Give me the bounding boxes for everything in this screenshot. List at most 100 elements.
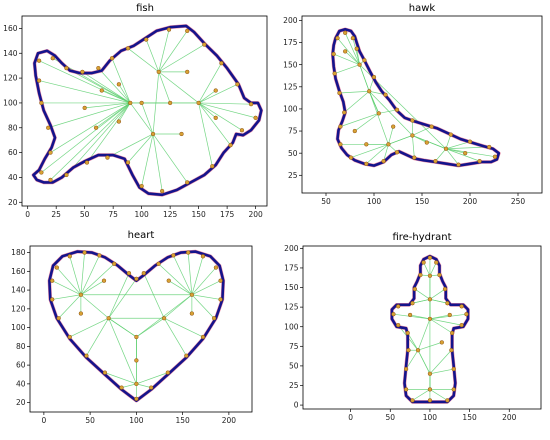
skeleton-node [362,58,367,63]
skeleton-edge [198,102,243,131]
skeleton-edge [333,53,360,65]
skeleton-node [116,119,122,124]
skeleton-edge [198,90,216,104]
y-tick-label: 60 [8,148,18,157]
skeleton-node [139,183,144,189]
skeleton-edge [412,135,415,158]
skeleton-node [371,74,377,80]
skeleton-edge [52,294,81,300]
skeleton-node [459,304,464,309]
skeleton-node [448,132,453,137]
skeleton-edge [198,102,213,167]
skeleton-node [391,312,396,317]
skeleton-node [443,146,449,151]
skeleton-edge [69,317,109,338]
skeleton-node [449,348,454,353]
skeleton-node [343,30,348,35]
skeleton-node [134,358,139,363]
x-tick-label: 50 [321,197,331,206]
skeleton-node [463,151,468,156]
skeleton-node [82,105,87,111]
heart-panel-title: heart [128,230,155,241]
skeleton-edge [152,133,163,192]
x-tick-label: 175 [220,210,235,219]
skeleton-nodes [50,250,223,402]
fish-panel-title: fish [136,3,154,14]
y-tick-label: 175 [284,264,299,273]
skeleton-node [112,261,117,266]
skeleton-node [396,304,401,309]
skeleton-node [394,150,400,155]
skeleton-node [200,254,206,259]
heart-panel: heart 0 50 100 150 200 20 40 60 80 100 120 140 160 18… [11,230,253,425]
skeleton-edge [191,267,217,296]
y-tick-label: 160 [11,267,26,276]
skeleton-node [56,316,61,321]
skeleton-node [439,340,444,345]
skeleton-node [364,142,369,147]
x-tick-label: 0 [25,210,30,219]
skeleton-node [213,88,218,93]
skeleton-edge [191,256,204,295]
plot-area [29,245,253,413]
x-tick-label: 200 [463,197,478,206]
skeleton-edge [198,102,252,105]
skeleton-edge [429,318,462,326]
skeleton-node [464,312,469,317]
skeleton-edge [108,318,137,385]
skeleton-edge [198,63,222,104]
skeleton-node [160,188,165,194]
skeleton-node [451,387,456,392]
x-tick-label: 100 [423,413,438,422]
skeleton-edge [158,44,205,73]
skeleton-node [228,143,233,148]
skeleton-edge [388,135,413,145]
skeleton-node [218,278,223,283]
skeleton-node [357,62,362,67]
skeleton-edge [445,141,471,150]
skeleton-edge [191,280,221,296]
skeleton-edge [111,58,131,104]
skeleton-edge [80,294,109,319]
skeleton-edge [429,288,446,300]
skeleton-node [421,260,426,265]
skeleton-node [67,254,72,259]
skeleton-edge [414,288,431,300]
skeleton-node [165,370,170,375]
skeleton-node [415,348,421,353]
x-tick-label: 50 [385,413,395,422]
skeleton-node [235,82,240,87]
skeleton-edge [340,113,379,127]
skeleton-edge [136,294,193,338]
skeleton-node [406,348,411,353]
skeleton-node [134,334,139,340]
skeleton-node [348,155,354,160]
skeleton-edge [38,60,131,104]
skeleton-node [427,255,433,260]
skeleton-edge [101,90,131,104]
skeleton-node [84,160,90,165]
skeleton-node [116,82,122,87]
skeleton-edge [158,30,188,73]
skeleton-node [391,124,396,129]
skeleton-node [410,118,415,123]
skeleton-node [383,92,388,97]
skeleton-edge [344,51,360,65]
skeleton-node [456,162,461,167]
skeleton-node [410,398,415,403]
skeleton-node [189,311,195,316]
skeleton-edge [108,278,137,319]
skeleton-edge [80,263,115,296]
skeleton-edge [80,280,105,296]
skeleton-node [128,100,133,106]
skeleton-node [381,158,386,164]
skeleton-node [139,100,144,106]
skeleton-node [253,115,258,120]
skeleton-edge [445,148,459,165]
skeleton-edge [80,252,85,295]
fire-hydrant-panel-title: fire-hydrant [392,232,451,243]
skeleton-node [332,71,337,76]
x-tick-label: 25 [51,210,61,219]
y-tick-label: 175 [283,38,298,47]
skeleton-node [434,260,439,265]
